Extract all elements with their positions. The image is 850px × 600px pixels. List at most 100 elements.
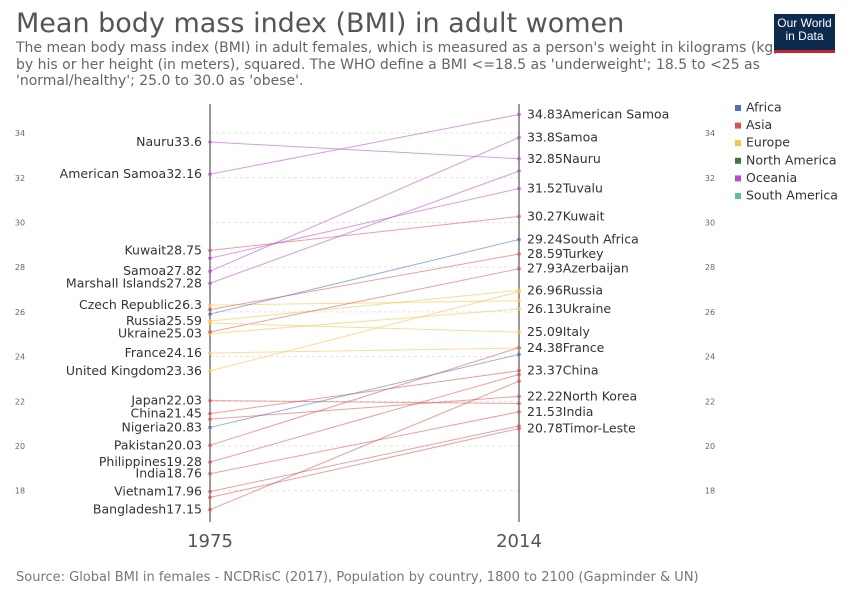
series-line — [209, 347, 520, 354]
chart-subtitle: The mean body mass index (BMI) in adult … — [16, 40, 835, 89]
label-2014: 25.09Italy — [527, 324, 591, 339]
label-1975: India18.76 — [136, 466, 203, 481]
series-point-start — [208, 269, 212, 274]
series-point-end — [517, 426, 521, 431]
label-1975: Marshall Islands27.28 — [66, 275, 202, 290]
label-1975: Russia25.59 — [126, 313, 202, 328]
series-point-start — [208, 411, 212, 416]
label-2014: 26.96Russia — [527, 282, 603, 297]
chart-title: Mean body mass index (BMI) in adult wome… — [16, 8, 625, 39]
series-point-end — [517, 186, 521, 191]
logo-line-2: in Data — [785, 29, 824, 43]
y-tick-label-right: 32 — [705, 174, 715, 183]
series-line — [209, 188, 520, 259]
series-line — [209, 215, 520, 251]
series-point-end — [517, 410, 521, 414]
label-2014: 22.22North Korea — [527, 388, 637, 403]
series-point-start — [208, 256, 212, 261]
owid-logo[interactable]: Our World in Data — [774, 14, 835, 53]
label-1975: Nigeria20.83 — [121, 419, 202, 434]
label-1975: Philippines19.28 — [99, 454, 202, 469]
series-point-end — [517, 237, 521, 242]
label-2014: 29.24South Africa — [527, 231, 639, 246]
legend-item: South America — [746, 188, 838, 203]
y-tick-label-right: 30 — [705, 218, 715, 227]
legend-swatch — [735, 122, 741, 129]
label-2014: 21.53India — [527, 404, 593, 419]
series-point-start — [208, 307, 212, 312]
label-1975: Ukraine25.03 — [118, 326, 202, 341]
label-1975: Bangladesh17.15 — [93, 502, 202, 517]
series-line — [209, 373, 520, 463]
label-2014: 28.59Turkey — [527, 246, 604, 261]
legend-item: North America — [746, 152, 837, 167]
x-label-1975: 1975 — [187, 531, 233, 552]
x-label-2014: 2014 — [496, 531, 542, 552]
series-line — [209, 347, 520, 446]
series-point-end — [517, 394, 521, 399]
series-point-start — [208, 351, 212, 355]
y-tick-label-right: 18 — [705, 487, 715, 496]
label-2014: 26.13Ukraine — [527, 301, 611, 316]
logo-line-1: Our World — [777, 16, 832, 30]
series-line — [209, 353, 520, 428]
series-point-start — [208, 312, 212, 316]
label-2014: 24.38France — [527, 340, 605, 355]
series-point-end — [517, 345, 521, 350]
label-1975: American Samoa32.16 — [60, 166, 202, 181]
legend-item: Oceania — [746, 170, 797, 185]
label-2014: 23.37China — [527, 363, 599, 378]
legend-item: Asia — [746, 117, 772, 132]
series-point-start — [208, 489, 212, 494]
label-1975: Pakistan20.03 — [114, 437, 202, 452]
y-tick-label-right: 20 — [705, 442, 715, 451]
series-point-start — [208, 321, 212, 325]
series-point-end — [517, 289, 521, 294]
y-tick-label-left: 18 — [15, 487, 25, 496]
y-tick-label-right: 24 — [705, 353, 715, 362]
series-point-end — [517, 214, 521, 219]
series-point-end — [517, 266, 521, 271]
series-point-end — [517, 352, 521, 357]
source-note: Source: Global BMI in females - NCDRisC … — [16, 570, 699, 585]
y-tick-label-right: 28 — [705, 263, 715, 272]
series-point-start — [208, 398, 212, 403]
series-point-end — [517, 112, 521, 117]
label-1975: Czech Republic26.3 — [79, 297, 202, 312]
series-point-start — [208, 507, 212, 512]
series-point-start — [208, 425, 212, 430]
label-1975: United Kingdom23.36 — [66, 363, 202, 378]
series-line — [209, 253, 520, 311]
legend-item: Europe — [746, 135, 790, 150]
series-line — [209, 308, 520, 335]
series-line — [209, 137, 520, 272]
legend-swatch — [735, 105, 741, 111]
y-tick-label-left: 32 — [15, 174, 25, 183]
series-point-end — [517, 379, 521, 383]
legend-swatch — [735, 140, 741, 147]
series-point-start — [208, 417, 212, 421]
series-point-start — [208, 140, 212, 144]
series-point-end — [517, 156, 521, 161]
label-2014: 32.85Nauru — [527, 151, 601, 166]
series-line — [209, 395, 520, 420]
label-2014: 20.78Timor-Leste — [527, 421, 636, 436]
series-line — [209, 141, 520, 160]
series-line — [209, 268, 520, 333]
series-point-start — [208, 471, 212, 476]
series-line — [209, 238, 520, 315]
series-point-end — [517, 298, 521, 303]
label-2014: 33.8Samoa — [527, 130, 598, 145]
series-point-end — [517, 401, 521, 406]
series-line — [209, 289, 520, 322]
series-point-start — [208, 303, 212, 307]
series-line — [209, 300, 520, 306]
series-point-end — [517, 135, 521, 140]
label-2014: 30.27Kuwait — [527, 208, 605, 223]
label-1975: Japan22.03 — [130, 393, 202, 408]
label-1975: Kuwait28.75 — [124, 242, 202, 257]
series-point-end — [517, 330, 521, 335]
y-tick-label-right: 22 — [705, 397, 715, 406]
label-1975: France24.16 — [125, 345, 202, 360]
